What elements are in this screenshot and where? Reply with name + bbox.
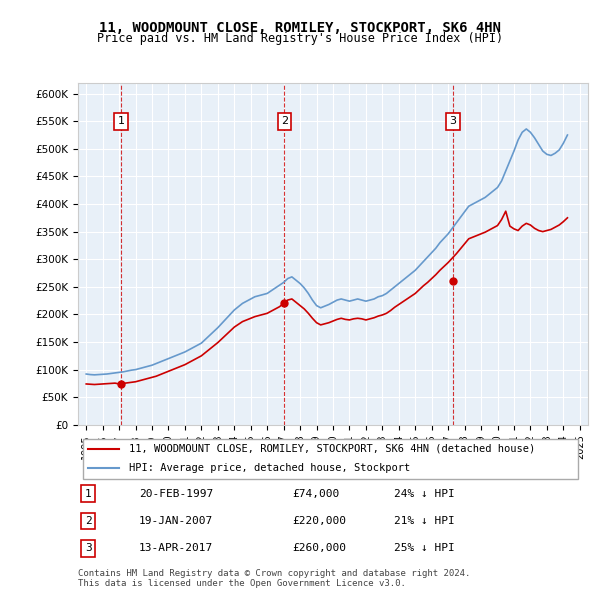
Text: 1: 1: [85, 489, 92, 499]
Text: Contains HM Land Registry data © Crown copyright and database right 2024.
This d: Contains HM Land Registry data © Crown c…: [78, 569, 470, 588]
Text: 20-FEB-1997: 20-FEB-1997: [139, 489, 214, 499]
Text: 24% ↓ HPI: 24% ↓ HPI: [394, 489, 455, 499]
Text: 13-APR-2017: 13-APR-2017: [139, 543, 214, 553]
Text: Price paid vs. HM Land Registry's House Price Index (HPI): Price paid vs. HM Land Registry's House …: [97, 32, 503, 45]
Text: 21% ↓ HPI: 21% ↓ HPI: [394, 516, 455, 526]
Text: 1: 1: [118, 116, 125, 126]
Text: 3: 3: [85, 543, 92, 553]
Text: 19-JAN-2007: 19-JAN-2007: [139, 516, 214, 526]
Text: £260,000: £260,000: [292, 543, 346, 553]
Text: 2: 2: [85, 516, 92, 526]
FancyBboxPatch shape: [83, 439, 578, 478]
Text: £220,000: £220,000: [292, 516, 346, 526]
Text: 11, WOODMOUNT CLOSE, ROMILEY, STOCKPORT, SK6 4HN (detached house): 11, WOODMOUNT CLOSE, ROMILEY, STOCKPORT,…: [129, 444, 535, 454]
Text: 2: 2: [281, 116, 288, 126]
Text: HPI: Average price, detached house, Stockport: HPI: Average price, detached house, Stoc…: [129, 464, 410, 473]
Text: 11, WOODMOUNT CLOSE, ROMILEY, STOCKPORT, SK6 4HN: 11, WOODMOUNT CLOSE, ROMILEY, STOCKPORT,…: [99, 21, 501, 35]
Text: £74,000: £74,000: [292, 489, 340, 499]
Text: 3: 3: [449, 116, 456, 126]
Text: 25% ↓ HPI: 25% ↓ HPI: [394, 543, 455, 553]
